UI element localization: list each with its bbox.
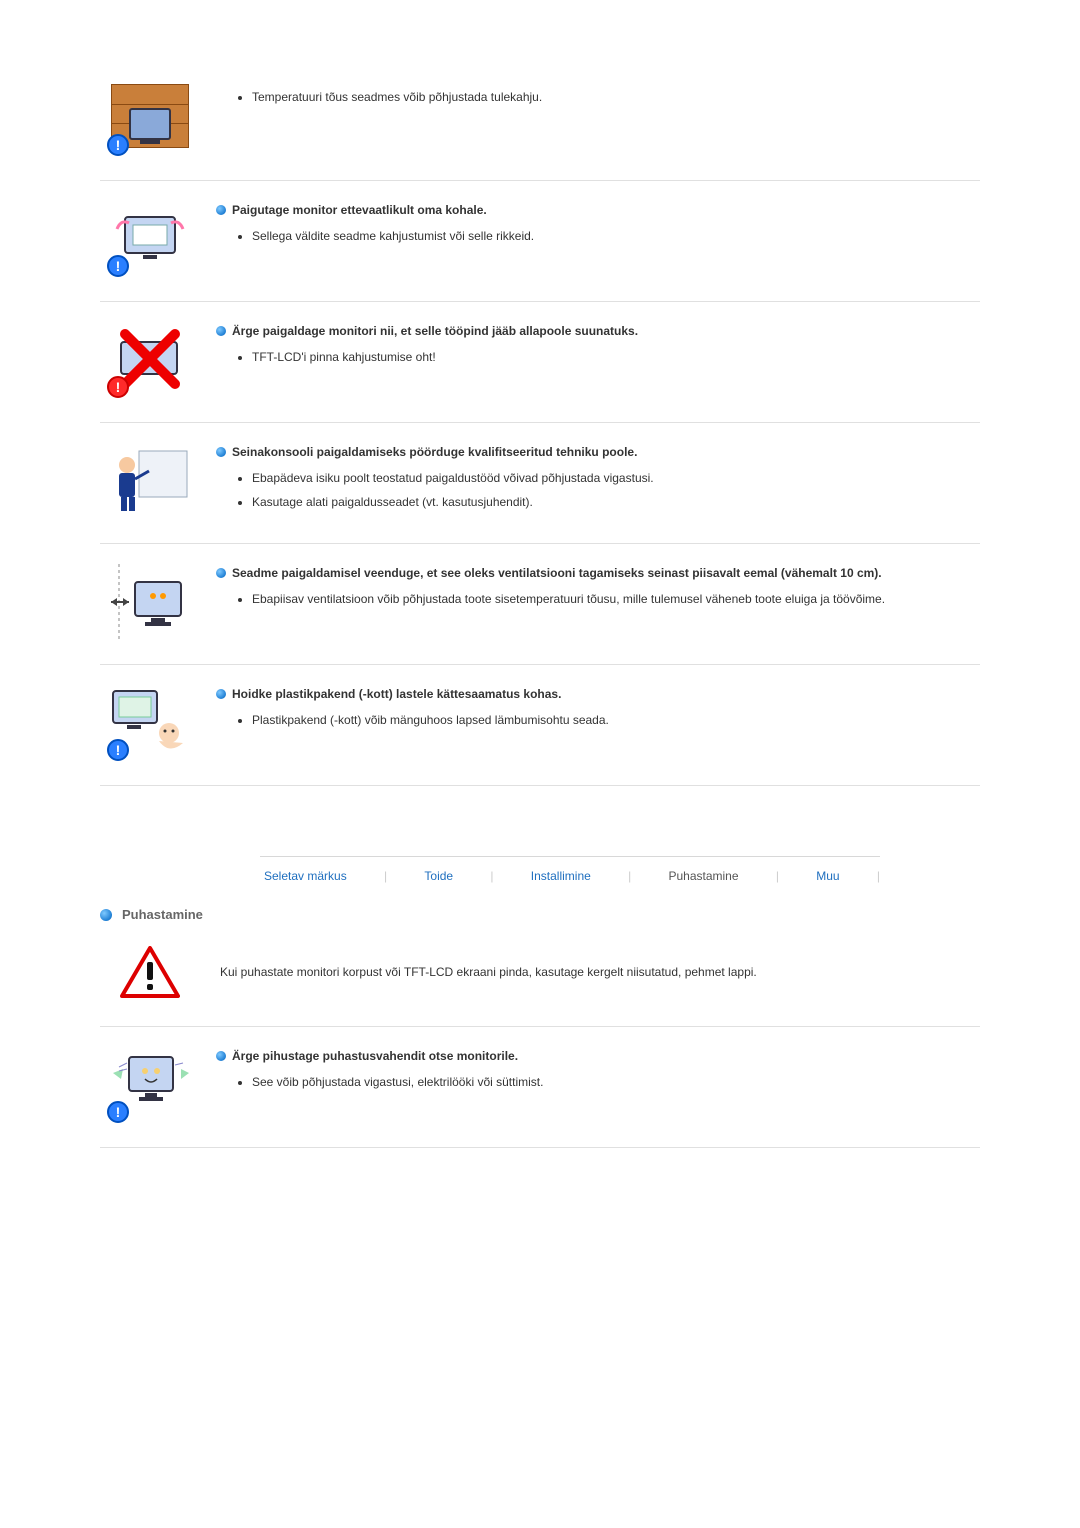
illustration-cell: ! [100,683,200,763]
body-list: Ebapädeva isiku poolt teostatud paigaldu… [216,469,980,511]
text-cell: Temperatuuri tõus seadmes võib põhjustad… [216,78,980,112]
safety-section: Seinakonsooli paigaldamiseks pöörduge kv… [100,423,980,544]
info-badge-icon: ! [107,1101,129,1123]
section-title: Seinakonsooli paigaldamiseks pöörduge kv… [232,445,637,459]
body-list: Sellega väldite seadme kahjustumist või … [216,227,980,245]
body-item: Plastikpakend (-kott) võib mänguhoos lap… [252,711,980,729]
prohibit-badge-icon: ! [107,376,129,398]
text-cell: Seinakonsooli paigaldamiseks pöörduge kv… [216,441,980,517]
cleaning-header-text: Puhastamine [122,907,203,922]
safety-section: ! Hoidke plastikpakend (-kott) lastele k… [100,665,980,786]
nav-separator: | [776,869,779,883]
body-item: Temperatuuri tõus seadmes võib põhjustad… [252,88,980,106]
text-cell: Paigutage monitor ettevaatlikult oma koh… [216,199,980,251]
carry-monitor-illustration: ! [105,199,195,279]
section-title-row: Ärge paigaldage monitori nii, et selle t… [216,324,980,338]
illustration-cell: ! [100,199,200,279]
nav-separator: | [628,869,631,883]
section-title-row: Hoidke plastikpakend (-kott) lastele kät… [216,687,980,701]
illustration-cell: ! [100,78,200,158]
safety-section: ! Ärge paigaldage monitori nii, et selle… [100,302,980,423]
body-list: Plastikpakend (-kott) võib mänguhoos lap… [216,711,980,729]
ventilation-illustration [105,562,195,642]
spray-monitor-illustration: ! [105,1045,195,1125]
nav-item-install[interactable]: Installimine [527,869,595,883]
body-list: TFT-LCD'i pinna kahjustumise oht! [216,348,980,366]
cleaning-intro-row: Kui puhastate monitori korpust või TFT-L… [100,940,980,1027]
section-title: Ärge paigaldage monitori nii, et selle t… [232,324,638,338]
nav-item-notation[interactable]: Seletav märkus [260,869,351,883]
illustration-cell [100,946,200,998]
illustration-cell [100,562,200,642]
body-item: TFT-LCD'i pinna kahjustumise oht! [252,348,980,366]
bullet-icon [216,326,226,336]
safety-section: Seadme paigaldamisel veenduge, et see ol… [100,544,980,665]
cleaning-section: ! Ärge pihustage puhastusvahendit otse m… [100,1027,980,1147]
nav-item-other[interactable]: Muu [812,869,843,883]
cleaning-intro-text: Kui puhastate monitori korpust või TFT-L… [220,963,980,981]
body-item: Sellega väldite seadme kahjustumist või … [252,227,980,245]
text-cell: Ärge pihustage puhastusvahendit otse mon… [216,1045,980,1097]
section-title: Paigutage monitor ettevaatlikult oma koh… [232,203,487,217]
bullet-icon [216,689,226,699]
bullet-icon [216,447,226,457]
safety-section: ! Temperatuuri tõus seadmes võib põhjust… [100,60,980,181]
body-item: Kasutage alati paigaldusseadet (vt. kasu… [252,493,980,511]
text-cell: Ärge paigaldage monitori nii, et selle t… [216,320,980,372]
nav-item-power[interactable]: Toide [420,869,457,883]
sub-nav-wrap: Seletav märkus | Toide | Installimine | … [100,856,980,883]
bullet-icon [216,205,226,215]
technician-illustration [105,441,195,521]
no-facedown-illustration: ! [105,320,195,400]
sub-nav: Seletav märkus | Toide | Installimine | … [260,856,880,883]
illustration-cell: ! [100,1045,200,1125]
section-title-row: Ärge pihustage puhastusvahendit otse mon… [216,1049,980,1063]
nav-separator: | [877,869,880,883]
nav-separator: | [490,869,493,883]
section-title-row: Seadme paigaldamisel veenduge, et see ol… [216,566,980,580]
section-title: Seadme paigaldamisel veenduge, et see ol… [232,566,882,580]
shelf-monitor-illustration: ! [105,78,195,158]
bullet-icon [100,909,112,921]
plastic-bag-baby-illustration: ! [105,683,195,763]
illustration-cell [100,441,200,521]
body-list: Ebapiisav ventilatsioon võib põhjustada … [216,590,980,608]
body-list: Temperatuuri tõus seadmes võib põhjustad… [216,88,980,106]
warning-triangle-icon [120,946,180,998]
info-badge-icon: ! [107,255,129,277]
bullet-icon [216,1051,226,1061]
illustration-cell: ! [100,320,200,400]
text-cell: Seadme paigaldamisel veenduge, et see ol… [216,562,980,614]
page: ! Temperatuuri tõus seadmes võib põhjust… [0,0,1080,1228]
body-item: Ebapiisav ventilatsioon võib põhjustada … [252,590,980,608]
text-cell: Hoidke plastikpakend (-kott) lastele kät… [216,683,980,735]
safety-section: ! Paigutage monitor ettevaatlikult oma k… [100,181,980,302]
nav-separator: | [384,869,387,883]
bullet-icon [216,568,226,578]
info-badge-icon: ! [107,739,129,761]
section-title-row: Paigutage monitor ettevaatlikult oma koh… [216,203,980,217]
body-item: Ebapädeva isiku poolt teostatud paigaldu… [252,469,980,487]
section-title: Hoidke plastikpakend (-kott) lastele kät… [232,687,561,701]
body-list: See võib põhjustada vigastusi, elektrilö… [216,1073,980,1091]
section-title: Ärge pihustage puhastusvahendit otse mon… [232,1049,518,1063]
cleaning-header: Puhastamine [100,907,980,922]
info-badge-icon: ! [107,134,129,156]
nav-item-cleaning[interactable]: Puhastamine [664,869,742,883]
section-title-row: Seinakonsooli paigaldamiseks pöörduge kv… [216,445,980,459]
body-item: See võib põhjustada vigastusi, elektrilö… [252,1073,980,1091]
